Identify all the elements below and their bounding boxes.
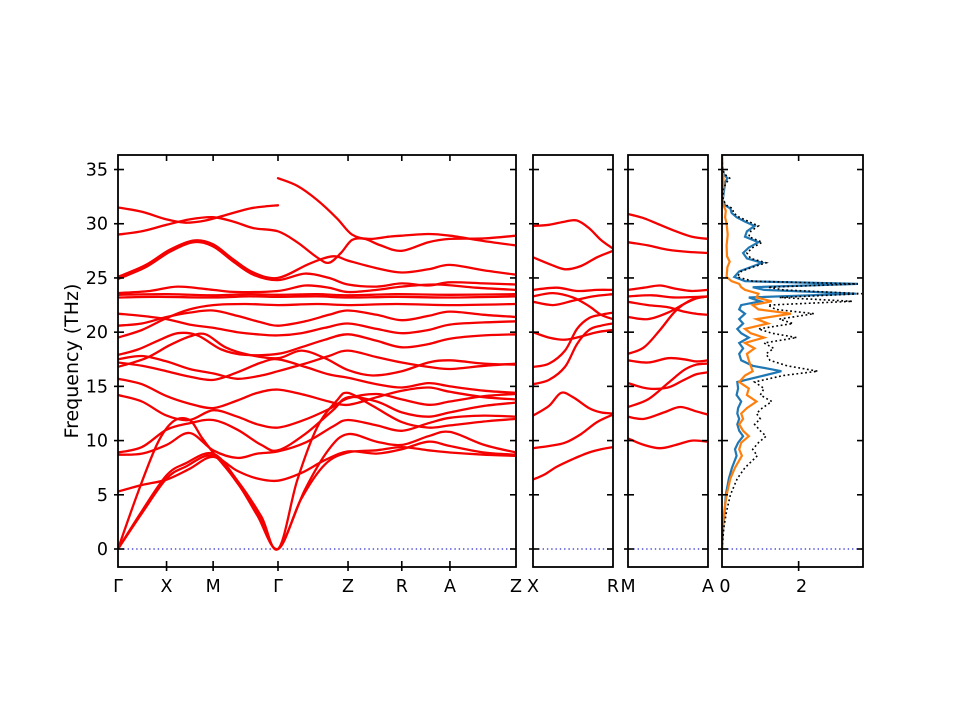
phonon-band-line xyxy=(118,204,280,224)
y-tick-label: 35 xyxy=(86,161,108,181)
x-tick-label: Z xyxy=(342,577,354,597)
y-tick-label: 30 xyxy=(86,215,108,235)
y-tick-label: 0 xyxy=(97,540,108,560)
phonon-band-line xyxy=(118,349,516,380)
y-tick-label: 20 xyxy=(86,323,108,343)
phonon-band-line xyxy=(628,294,708,299)
panel-frame-bands-MA xyxy=(627,154,709,568)
dos-x-tick-label: 0 xyxy=(719,577,730,597)
pdos-species2-curve xyxy=(722,155,792,550)
x-tick-label: A xyxy=(444,577,456,597)
x-tick-label: X xyxy=(527,577,539,597)
x-tick-label: Γ xyxy=(113,577,123,597)
phonon-band-line xyxy=(628,362,708,409)
phonon-band-line xyxy=(533,328,613,341)
phonon-band-line xyxy=(118,283,516,295)
phonon-band-line xyxy=(118,332,516,377)
phonon-band-line xyxy=(628,405,708,421)
x-tick-label: A xyxy=(702,577,714,597)
phonon-band-line xyxy=(118,302,516,339)
phonon-band-line xyxy=(118,293,516,297)
phonon-band-line xyxy=(628,241,708,255)
y-tick-label: 15 xyxy=(86,377,108,397)
x-tick-label: X xyxy=(161,577,173,597)
x-tick-label: M xyxy=(620,577,635,597)
phonon-band-line xyxy=(118,391,516,551)
phonon-band-line xyxy=(628,371,708,391)
phonon-band-line xyxy=(533,391,613,417)
panel-frame-bands-XR xyxy=(532,154,614,568)
y-tick-label: 10 xyxy=(86,432,108,452)
x-tick-label: R xyxy=(396,577,408,597)
phonon-band-line xyxy=(276,177,516,247)
phonon-band-line xyxy=(628,284,708,293)
phonon-band-line xyxy=(118,240,516,288)
phonon-band-line xyxy=(533,291,613,321)
y-axis-label: Frequency (THz) xyxy=(61,283,83,439)
phonon-band-line xyxy=(118,440,516,493)
phonon-band-line xyxy=(118,357,516,395)
phonon-band-line xyxy=(118,309,516,327)
x-tick-label: Γ xyxy=(273,577,283,597)
phonon-band-line xyxy=(628,356,708,364)
phonon-band-line xyxy=(118,216,516,265)
phonon-band-line xyxy=(628,300,708,316)
phonon-band-line xyxy=(118,312,516,337)
phonon-band-line xyxy=(118,414,516,460)
x-tick-label: Z xyxy=(510,577,522,597)
phonon-band-line xyxy=(118,392,516,429)
x-tick-label: R xyxy=(607,577,619,597)
phonon-band-line xyxy=(118,295,516,299)
phonon-band-line xyxy=(533,413,613,450)
phonon-band-line xyxy=(118,430,516,551)
phonon-band-line xyxy=(533,322,613,386)
phonon-band-line xyxy=(533,445,613,481)
pdos-species1-curve xyxy=(722,155,859,550)
dos-x-tick-label: 2 xyxy=(796,577,807,597)
phonon-band-line xyxy=(533,311,613,369)
phonon-band-line xyxy=(533,249,613,271)
phonon-band-line xyxy=(118,331,516,357)
phonon-band-line xyxy=(533,293,613,307)
phonon-band-line xyxy=(533,286,613,293)
total-dos-curve xyxy=(722,155,862,550)
panel-frame-dos xyxy=(721,154,864,568)
panel-frame-bands-main xyxy=(117,154,517,568)
phonon-band-line xyxy=(628,212,708,241)
y-tick-label: 25 xyxy=(86,269,108,289)
phonon-band-line xyxy=(118,395,516,454)
phonon-band-line xyxy=(628,437,708,450)
x-tick-label: M xyxy=(206,577,221,597)
y-tick-label: 5 xyxy=(97,486,108,506)
phonon-band-line xyxy=(118,239,516,280)
phonon-band-line xyxy=(533,218,613,250)
phonon-band-line xyxy=(118,445,516,551)
phonon-band-line xyxy=(118,377,516,410)
